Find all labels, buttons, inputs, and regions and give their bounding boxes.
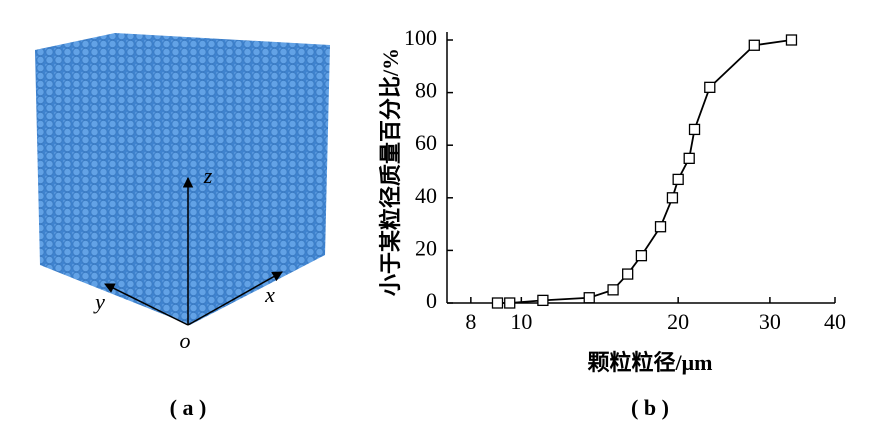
y-tick-label: 0 [426, 288, 437, 313]
data-point [654, 221, 667, 233]
data-point [672, 173, 684, 186]
y-axis [104, 283, 189, 326]
y-tick-label: 80 [415, 78, 437, 103]
axis-label: x [264, 282, 275, 307]
x-tick-label: 20 [667, 309, 689, 334]
data-line [497, 39, 792, 304]
x-axis-title: 颗粒粒径/μm [588, 350, 713, 375]
data-point [704, 81, 716, 93]
origin-label: o [180, 328, 191, 353]
y-axis-title: 小于某粒径质量百分比/% [378, 48, 403, 296]
data-point [785, 34, 798, 46]
data-point [607, 284, 619, 296]
axis-label: z [203, 163, 213, 188]
y-tick-label: 40 [415, 183, 437, 208]
x-tick-label: 30 [759, 309, 781, 334]
data-point [666, 192, 679, 204]
y-tick-label: 60 [415, 130, 437, 155]
particle-cube: z y x o ( a ) [35, 33, 330, 420]
x-tick-label: 8 [465, 309, 476, 334]
x-tick-label: 40 [824, 309, 846, 334]
data-point [622, 268, 634, 280]
x-tick-label: 10 [510, 309, 532, 334]
axis-label: y [93, 289, 105, 314]
caption: ( b ) [631, 395, 669, 420]
data-point [748, 39, 760, 51]
x-axis [187, 271, 283, 326]
y-tick-label: 20 [415, 235, 437, 260]
caption: ( a ) [170, 395, 207, 420]
cube [35, 33, 330, 325]
data-point [583, 292, 595, 304]
data-point [688, 123, 701, 136]
data-point [504, 297, 516, 309]
data-point [635, 250, 648, 262]
data-point [683, 152, 695, 165]
data-point [537, 294, 549, 307]
y-tick-label: 100 [404, 25, 437, 50]
data-point [491, 297, 504, 309]
